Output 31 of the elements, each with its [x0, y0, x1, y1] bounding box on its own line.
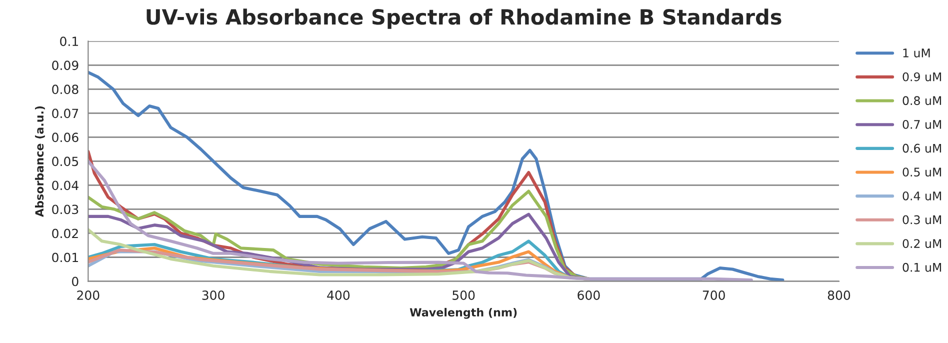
y-tick-label: 0.06: [52, 132, 78, 142]
legend-label: 0.1 uM: [902, 262, 942, 272]
y-axis-title: Absorbance (a.u.): [34, 106, 45, 217]
legend-label: 0.5 uM: [902, 168, 942, 177]
y-tick-label: 0.02: [52, 228, 78, 238]
x-tick-label: 600: [578, 290, 600, 300]
y-tick-label: 0.09: [52, 60, 78, 70]
y-tick-label: 0.07: [52, 108, 78, 118]
x-tick-label: 500: [452, 290, 475, 300]
legend-label: 0.7 uM: [902, 120, 942, 129]
x-tick-label: 800: [828, 290, 850, 300]
x-tick-label: 300: [202, 290, 224, 300]
legend-label: 0.8 uM: [902, 96, 942, 106]
legend-label: 0.6 uM: [902, 144, 942, 153]
y-tick-label: 0.05: [52, 156, 78, 166]
y-tick-label: 0: [72, 276, 78, 286]
legend-label: 0.2 uM: [902, 239, 942, 248]
y-tick-label: 0.03: [52, 204, 78, 214]
legend-label: 1 uM: [903, 48, 930, 58]
legend-label: 0.4 uM: [902, 191, 942, 200]
x-tick-label: 400: [327, 290, 350, 300]
legend-label: 0.9 uM: [902, 72, 942, 82]
chart-title: UV-vis Absorbance Spectra of Rhodamine B Standards: [146, 8, 782, 29]
x-tick-label: 700: [702, 290, 725, 300]
legend-label: 0.3 uM: [902, 215, 942, 224]
x-tick-label: 200: [77, 290, 100, 300]
y-tick-label: 0.01: [52, 252, 78, 262]
y-tick-label: 0.04: [52, 180, 78, 190]
x-axis-title: Wavelength (nm): [410, 308, 517, 319]
y-tick-label: 0.1: [60, 36, 78, 46]
y-tick-label: 0.08: [52, 84, 78, 94]
